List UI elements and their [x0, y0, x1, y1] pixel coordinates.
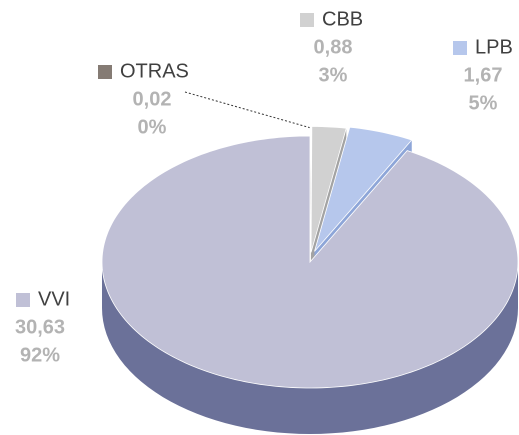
percent-label: 0%	[138, 116, 167, 138]
value-label: 1,67	[464, 64, 503, 86]
slice	[101, 135, 519, 389]
slice-side	[102, 262, 518, 434]
value-label: 30,63	[15, 316, 65, 338]
legend-swatch	[16, 293, 30, 307]
category-label: CBB	[322, 8, 363, 30]
slice	[310, 126, 347, 253]
percent-label: 92%	[20, 344, 60, 366]
legend-swatch	[300, 13, 314, 27]
category-label: OTRAS	[120, 60, 189, 82]
value-label: 0,02	[133, 88, 172, 110]
legend-swatch	[453, 41, 467, 55]
category-label: LPB	[475, 36, 513, 58]
slice	[314, 126, 413, 252]
percent-label: 5%	[469, 92, 498, 114]
percent-label: 3%	[319, 64, 348, 86]
legend-swatch	[98, 65, 112, 79]
category-label: VVI	[38, 288, 70, 310]
leader-line	[184, 91, 312, 129]
value-label: 0,88	[314, 36, 353, 58]
